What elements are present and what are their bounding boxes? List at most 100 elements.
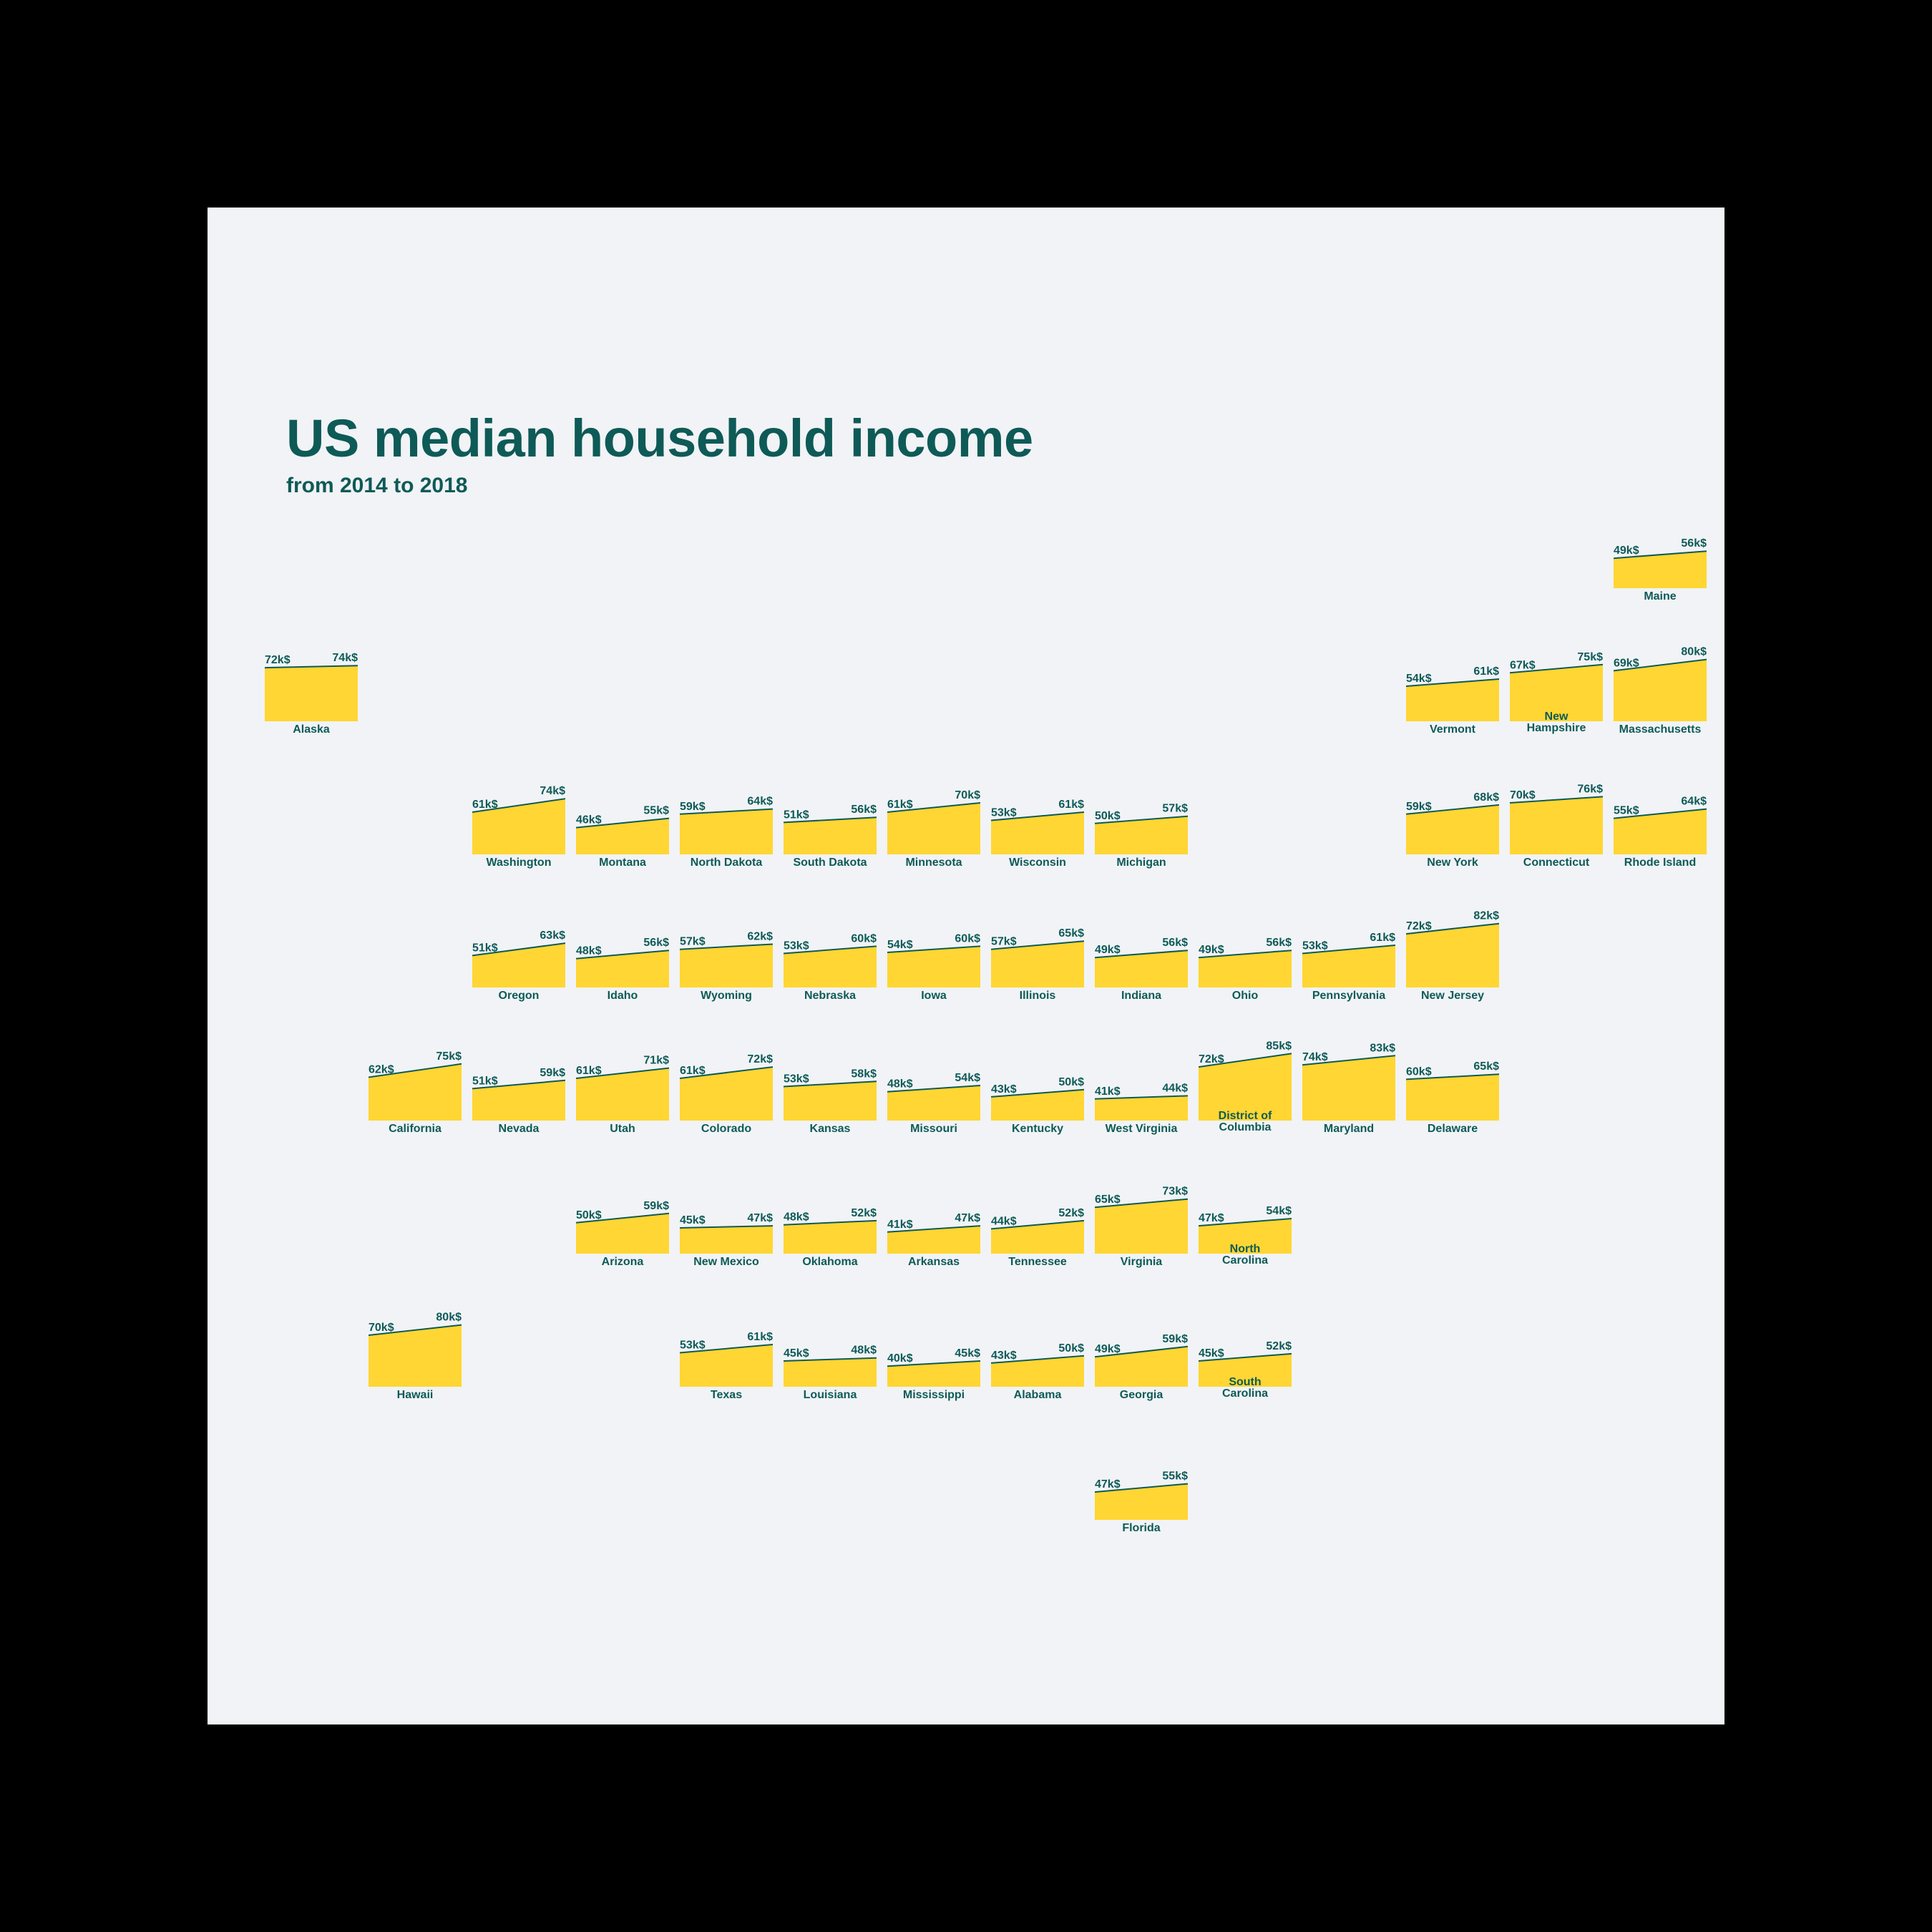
state-tile: 69k$ 80k$ Massachusetts xyxy=(1614,627,1707,751)
state-tile: 41k$ 44k$ West Virginia xyxy=(1095,1026,1188,1151)
state-name: Tennessee xyxy=(1008,1256,1067,1268)
state-tile: 45k$ 52k$ SouthCarolina xyxy=(1199,1292,1292,1417)
end-value: 76k$ xyxy=(1577,783,1603,795)
state-name: Massachusetts xyxy=(1619,723,1702,736)
end-value: 52k$ xyxy=(1058,1207,1084,1219)
state-tile: 43k$ 50k$ Alabama xyxy=(991,1292,1084,1417)
state-tile: 61k$ 74k$ Washington xyxy=(472,760,565,884)
area-fill xyxy=(784,1358,877,1387)
start-value: 54k$ xyxy=(1406,673,1432,685)
state-name: Alabama xyxy=(1014,1389,1062,1401)
state-name: Missouri xyxy=(910,1123,957,1135)
state-tile: 54k$ 61k$ Vermont xyxy=(1406,627,1499,751)
state-name: Maryland xyxy=(1324,1123,1374,1135)
state-tile: 72k$ 74k$ Alaska xyxy=(265,627,358,751)
state-tile: 51k$ 59k$ Nevada xyxy=(472,1026,565,1151)
end-value: 56k$ xyxy=(643,937,669,949)
end-value: 59k$ xyxy=(643,1200,669,1212)
start-value: 49k$ xyxy=(1614,545,1639,557)
state-tile: 43k$ 50k$ Kentucky xyxy=(991,1026,1084,1151)
state-tile: 45k$ 48k$ Louisiana xyxy=(784,1292,877,1417)
state-tile: 41k$ 47k$ Arkansas xyxy=(887,1159,980,1284)
end-value: 56k$ xyxy=(1266,937,1292,949)
end-value: 62k$ xyxy=(747,931,773,943)
state-tile: 48k$ 52k$ Oklahoma xyxy=(784,1159,877,1284)
end-value: 59k$ xyxy=(1162,1333,1188,1345)
state-name: Montana xyxy=(599,857,646,869)
state-tile: 62k$ 75k$ California xyxy=(369,1026,462,1151)
end-value: 60k$ xyxy=(851,932,877,945)
end-value: 54k$ xyxy=(1266,1205,1292,1217)
state-tile: 49k$ 56k$ Ohio xyxy=(1199,893,1292,1018)
state-name: Pennsylvania xyxy=(1312,990,1385,1002)
state-name: Delaware xyxy=(1428,1123,1478,1135)
state-name: Nevada xyxy=(499,1123,540,1135)
state-name: California xyxy=(389,1123,441,1135)
state-tile: 61k$ 70k$ Minnesota xyxy=(887,760,980,884)
state-tile: 57k$ 62k$ Wyoming xyxy=(680,893,773,1018)
area-fill xyxy=(1510,796,1603,854)
state-tile: 53k$ 58k$ Kansas xyxy=(784,1026,877,1151)
state-name: Minnesota xyxy=(905,857,962,869)
end-value: 57k$ xyxy=(1162,803,1188,815)
state-tile: 53k$ 61k$ Wisconsin xyxy=(991,760,1084,884)
end-value: 50k$ xyxy=(1058,1342,1084,1355)
end-value: 72k$ xyxy=(747,1053,773,1065)
start-value: 60k$ xyxy=(1406,1065,1432,1078)
state-tile: 47k$ 54k$ NorthCarolina xyxy=(1199,1159,1292,1284)
start-value: 48k$ xyxy=(887,1078,913,1091)
start-value: 41k$ xyxy=(1095,1085,1121,1098)
state-tile: 72k$ 85k$ District ofColumbia xyxy=(1199,1026,1292,1151)
area-fill xyxy=(784,1081,877,1121)
state-tile: 60k$ 65k$ Delaware xyxy=(1406,1026,1499,1151)
start-value: 41k$ xyxy=(887,1219,913,1231)
state-name: Hawaii xyxy=(397,1389,434,1401)
state-tile: 49k$ 59k$ Georgia xyxy=(1095,1292,1188,1417)
end-value: 61k$ xyxy=(1473,665,1499,678)
state-name: Colorado xyxy=(701,1123,751,1135)
state-tile: 57k$ 65k$ Illinois xyxy=(991,893,1084,1018)
start-value: 72k$ xyxy=(1199,1053,1224,1065)
start-value: 59k$ xyxy=(1406,801,1432,813)
end-value: 68k$ xyxy=(1473,791,1499,804)
start-value: 48k$ xyxy=(784,1211,809,1224)
state-name: Connecticut xyxy=(1523,857,1590,869)
area-fill xyxy=(784,1221,877,1254)
state-name: Texas xyxy=(711,1389,742,1401)
area-fill xyxy=(265,665,358,721)
start-value: 57k$ xyxy=(680,936,706,948)
state-tile: 54k$ 60k$ Iowa xyxy=(887,893,980,1018)
end-value: 82k$ xyxy=(1473,910,1499,922)
area-fill xyxy=(680,809,773,854)
state-name: Maine xyxy=(1644,590,1676,602)
state-name: SouthCarolina xyxy=(1222,1376,1268,1400)
state-tile: 48k$ 54k$ Missouri xyxy=(887,1026,980,1151)
end-value: 55k$ xyxy=(643,805,669,817)
state-tile: 46k$ 55k$ Montana xyxy=(576,760,669,884)
end-value: 44k$ xyxy=(1162,1082,1188,1094)
start-value: 49k$ xyxy=(1095,944,1121,956)
state-tile: 45k$ 47k$ New Mexico xyxy=(680,1159,773,1284)
end-value: 80k$ xyxy=(1681,646,1707,658)
end-value: 73k$ xyxy=(1162,1186,1188,1198)
state-tile: 55k$ 64k$ Rhode Island xyxy=(1614,760,1707,884)
state-name: Nebraska xyxy=(804,990,856,1002)
state-name: Rhode Island xyxy=(1624,857,1696,869)
end-value: 58k$ xyxy=(851,1068,877,1080)
state-tile: 50k$ 59k$ Arizona xyxy=(576,1159,669,1284)
start-value: 72k$ xyxy=(1406,920,1432,932)
start-value: 72k$ xyxy=(265,654,291,666)
start-value: 70k$ xyxy=(1510,789,1536,801)
end-value: 59k$ xyxy=(540,1067,565,1079)
state-name: Washington xyxy=(487,857,552,869)
state-name: Indiana xyxy=(1121,990,1161,1002)
chart-panel: US median household income from 2014 to … xyxy=(208,208,1724,1724)
end-value: 65k$ xyxy=(1473,1060,1499,1073)
state-name: District ofColumbia xyxy=(1219,1110,1272,1133)
end-value: 75k$ xyxy=(436,1050,462,1063)
state-tile: 40k$ 45k$ Mississippi xyxy=(887,1292,980,1417)
end-value: 75k$ xyxy=(1577,651,1603,663)
end-value: 70k$ xyxy=(955,789,980,801)
end-value: 63k$ xyxy=(540,930,565,942)
state-name: Alaska xyxy=(293,723,330,736)
